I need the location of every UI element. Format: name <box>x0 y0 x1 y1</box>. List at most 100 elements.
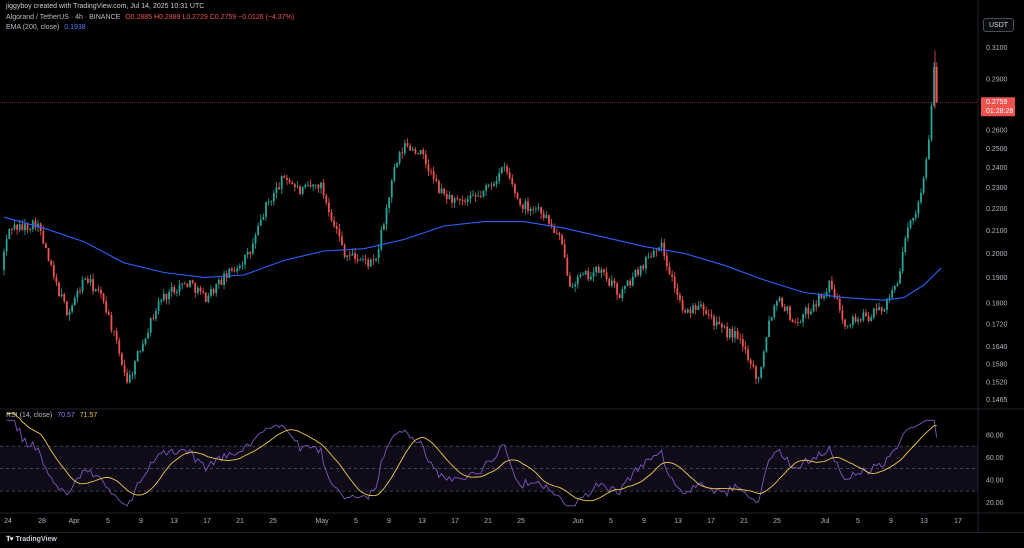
candle-body <box>199 287 202 292</box>
candle-body <box>561 235 563 245</box>
price-tick-label: 0.2200 <box>986 206 1008 213</box>
rsi-axis[interactable]: 80.00 60.00 40.00 20.00 <box>986 432 1004 507</box>
candle-body <box>162 293 165 301</box>
candle-body <box>933 67 935 106</box>
candle-body <box>519 198 522 205</box>
candle-body <box>155 310 157 319</box>
time-tick-label: 5 <box>106 518 110 525</box>
candle-body <box>537 207 540 209</box>
candle-up <box>84 277 87 280</box>
candle-up <box>469 190 472 204</box>
candle-body <box>878 307 880 311</box>
ohlc-change: −0.0126 (−4.37%) <box>238 14 295 21</box>
candle-down <box>519 198 522 208</box>
candle-body <box>403 143 406 154</box>
rsi-tick-label: 20.00 <box>986 500 1004 507</box>
candle-up <box>485 183 487 197</box>
candle-body <box>383 224 385 230</box>
candle-up <box>241 261 244 271</box>
candle-down <box>521 203 524 214</box>
candle-body <box>362 258 364 260</box>
candle-down <box>558 231 561 240</box>
candle-body <box>697 306 700 310</box>
rsi-pane[interactable] <box>0 412 978 507</box>
candle-body <box>631 276 634 286</box>
candle-down <box>555 228 558 235</box>
candle-up <box>909 219 912 230</box>
candle-body <box>702 304 705 311</box>
candle-body <box>275 187 278 194</box>
candle-body <box>278 187 280 190</box>
candle-up <box>524 198 527 215</box>
rsi-legend[interactable]: RSI (14, close) 70.57 71.57 <box>6 412 97 419</box>
candle-up <box>383 222 385 231</box>
candle-down <box>212 287 215 296</box>
candle-body <box>757 377 760 379</box>
candle-body <box>558 233 561 236</box>
time-axis[interactable]: 24 28 Apr 5 9 13 17 21 25 May 5 9 13 17 21 25 Jun 5 9 13 17 2… <box>4 518 962 525</box>
candle-up <box>804 305 807 319</box>
candle-body <box>58 282 60 297</box>
candle-body <box>254 235 257 244</box>
candle-body <box>55 277 58 283</box>
candle-up <box>812 299 815 313</box>
candle-up <box>252 237 254 256</box>
candle-body <box>189 280 191 287</box>
price-axis[interactable]: 0.3100 0.2900 0.2600 0.2500 0.2400 0.2300 0.22… <box>986 45 1008 404</box>
candle-up <box>810 308 812 315</box>
candle-down <box>50 259 53 267</box>
ema-legend[interactable]: EMA (200, close) 0.1938 <box>6 24 86 31</box>
candle-body <box>401 152 404 154</box>
candle-body <box>183 283 186 285</box>
time-tick-label: May <box>315 518 329 525</box>
candle-up <box>896 281 899 288</box>
candle-up <box>466 195 469 207</box>
tradingview-logo-icon: 𝐓♥ <box>6 536 14 543</box>
candle-up <box>534 205 537 213</box>
candle-body <box>432 171 435 180</box>
candle-body <box>679 294 681 300</box>
candle-body <box>246 251 249 255</box>
candle-body <box>113 330 115 332</box>
price-tick-label: 0.2500 <box>986 146 1008 153</box>
candle-up <box>380 226 383 252</box>
symbol-legend[interactable]: Algorand / TetherUS · 4h · BINANCE O0.28… <box>6 14 294 21</box>
candle-body <box>144 338 147 344</box>
candle-up <box>920 188 922 205</box>
candle-up <box>925 156 928 181</box>
candle-body <box>479 196 482 197</box>
time-tick-label: 13 <box>170 518 178 525</box>
price-candles[interactable] <box>3 50 938 384</box>
candle-down <box>364 254 367 265</box>
price-tick-label: 0.1800 <box>986 300 1008 307</box>
currency-button[interactable]: USDT <box>983 18 1014 32</box>
candle-body <box>364 258 367 260</box>
candle-down <box>605 267 608 282</box>
candle-body <box>870 317 873 322</box>
candle-up <box>610 275 613 288</box>
candle-down <box>299 184 301 196</box>
candle-body <box>338 228 341 237</box>
candle-body <box>309 184 312 187</box>
candle-down <box>288 177 291 185</box>
tradingview-logo[interactable]: 𝐓♥ TradingView <box>6 536 57 544</box>
candle-body <box>490 184 493 186</box>
candle-up <box>904 235 907 255</box>
candle-body <box>534 208 537 210</box>
candle-up <box>700 300 702 309</box>
candle-body <box>508 172 511 179</box>
candle-up <box>912 217 915 225</box>
candle-up <box>776 299 778 312</box>
candle-down <box>424 149 427 169</box>
candle-down <box>113 330 115 337</box>
candle-body <box>131 374 134 376</box>
candle-up <box>377 244 380 264</box>
candle-body <box>68 311 71 316</box>
candle-up <box>403 139 406 156</box>
candle-body <box>252 243 254 254</box>
candle-down <box>183 281 186 285</box>
candle-body <box>893 285 896 290</box>
candle-body <box>755 366 757 379</box>
candle-body <box>820 294 823 299</box>
candle-up <box>170 282 173 297</box>
